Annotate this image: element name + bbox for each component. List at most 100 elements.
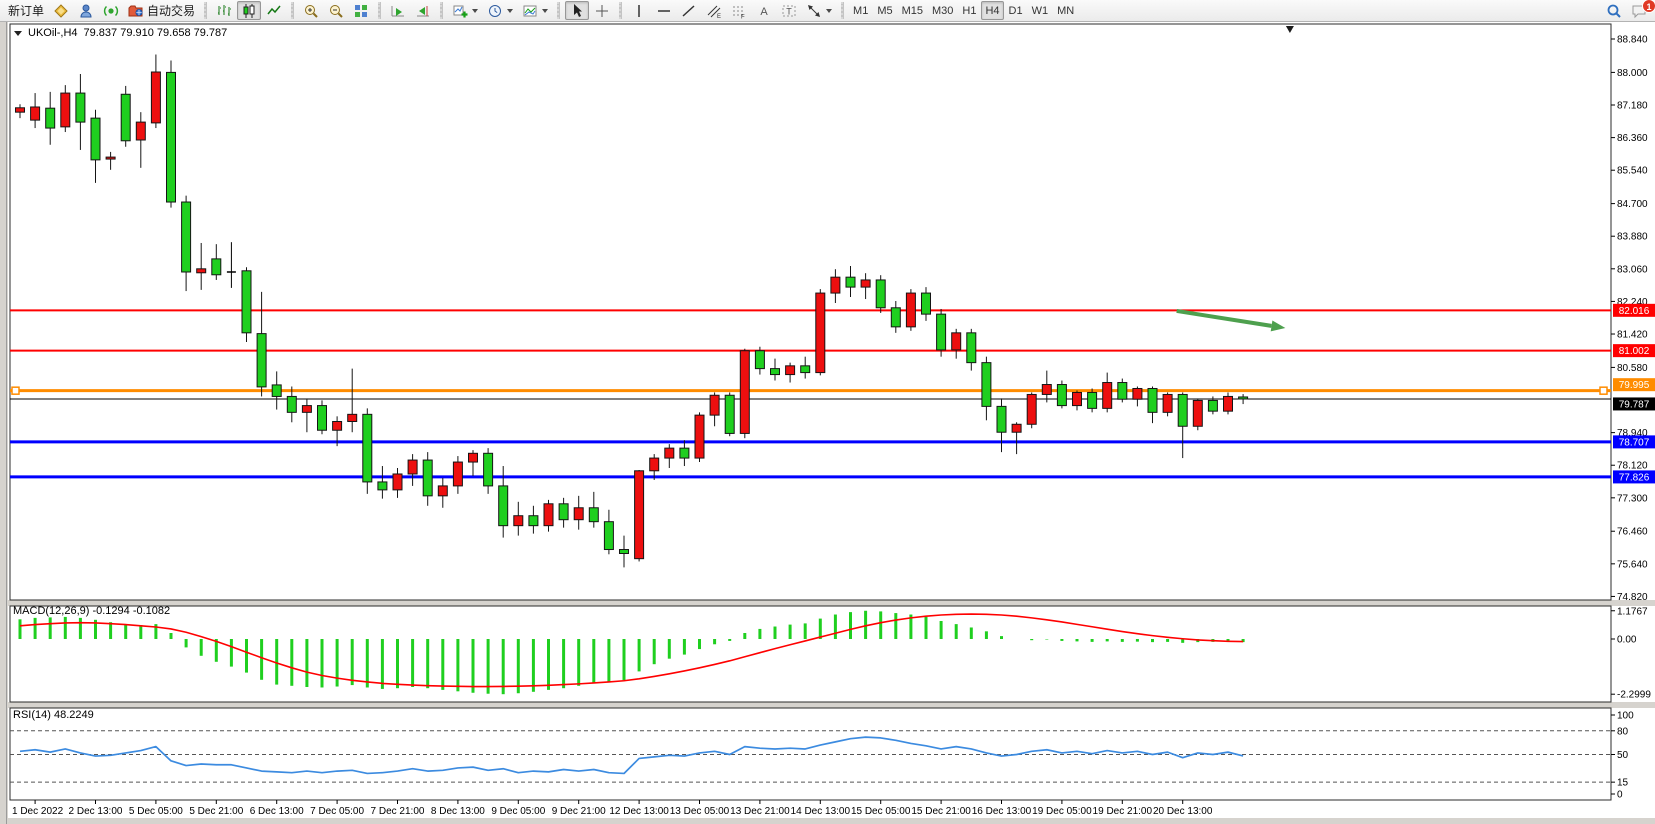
new-order-button[interactable]: 新订单 — [4, 1, 48, 20]
tf-h1-button[interactable]: H1 — [958, 1, 980, 20]
market-watch-button[interactable] — [49, 1, 73, 20]
notification-badge: 1 — [1642, 0, 1655, 13]
tf-h1-label: H1 — [962, 4, 977, 17]
chart-shift-icon — [415, 3, 431, 19]
bar-chart-mode-button[interactable] — [212, 1, 236, 20]
terminal-button[interactable] — [74, 1, 98, 20]
svg-text:T: T — [786, 6, 792, 16]
add-indicator-icon — [452, 3, 468, 19]
toolbar-separator — [440, 2, 444, 19]
toolbar: 新订单 自动交易 E F A T M1 M5 M15 M30 H1 H4 D1 W1 MN 1 — [0, 0, 1655, 22]
toolbar-separator — [619, 2, 623, 19]
svg-text:0: 0 — [1617, 790, 1623, 801]
hline-icon — [656, 3, 672, 19]
tile-windows-icon — [353, 3, 369, 19]
svg-text:1 Dec 2022: 1 Dec 2022 — [12, 806, 64, 817]
caret-down-icon — [542, 8, 549, 13]
auto-trading-label: 自动交易 — [147, 4, 196, 18]
line-chart-mode-button[interactable] — [262, 1, 286, 20]
window-left-border — [6, 22, 7, 824]
tf-w1-button[interactable]: W1 — [1028, 1, 1053, 20]
signals-button[interactable] — [99, 1, 123, 20]
svg-text:20 Dec 13:00: 20 Dec 13:00 — [1153, 806, 1213, 817]
svg-text:82.016: 82.016 — [1619, 306, 1650, 317]
horizontal-line-objects[interactable]: 82.016 81.002 79.995 79.787 78.707 77.826 — [10, 303, 1655, 484]
rsi-indicator: 100 80 50 150 — [10, 711, 1634, 801]
svg-text:85.540: 85.540 — [1617, 166, 1648, 177]
svg-text:6 Dec 13:00: 6 Dec 13:00 — [250, 806, 304, 817]
trendline-tool-button[interactable] — [677, 1, 701, 20]
tile-windows-button[interactable] — [349, 1, 373, 20]
toolbar-separator — [291, 2, 295, 19]
svg-text:13 Dec 05:00: 13 Dec 05:00 — [670, 806, 730, 817]
zoom-out-icon — [328, 3, 344, 19]
svg-text:1.1767: 1.1767 — [1617, 606, 1648, 617]
chart-shift-button[interactable] — [411, 1, 435, 20]
macd-indicator: 1.1767 0.00 -2.2999 — [18, 606, 1651, 701]
tf-h4-button[interactable]: H4 — [981, 1, 1004, 20]
search-button[interactable] — [1602, 1, 1626, 20]
bar-chart-icon — [216, 3, 232, 19]
periods-button[interactable] — [483, 1, 517, 20]
svg-text:15 Dec 05:00: 15 Dec 05:00 — [851, 806, 911, 817]
price-label-box — [1613, 470, 1655, 484]
templates-button[interactable] — [518, 1, 552, 20]
svg-text:16 Dec 13:00: 16 Dec 13:00 — [972, 806, 1032, 817]
auto-trading-button[interactable]: 自动交易 — [124, 1, 199, 20]
tf-m15-button[interactable]: M15 — [898, 1, 927, 20]
symbol-dropdown-icon[interactable] — [14, 30, 22, 36]
toolbar-separator — [204, 2, 208, 19]
svg-text:86.360: 86.360 — [1617, 133, 1648, 144]
notifications-button[interactable]: 1 — [1627, 0, 1655, 20]
zoom-out-button[interactable] — [324, 1, 348, 20]
tf-d1-button[interactable]: D1 — [1005, 1, 1027, 20]
hline-handle-right[interactable] — [1599, 386, 1608, 395]
caret-down-icon — [507, 8, 514, 13]
tf-m30-button[interactable]: M30 — [928, 1, 957, 20]
svg-text:75.640: 75.640 — [1617, 559, 1648, 570]
hline-handle-left[interactable] — [11, 386, 20, 395]
channel-tool-button[interactable]: E — [702, 1, 726, 20]
auto-scroll-button[interactable] — [386, 1, 410, 20]
arrows-tool-button[interactable] — [802, 1, 836, 20]
tf-m1-label: M1 — [853, 4, 869, 17]
vertical-line-tool-button[interactable] — [627, 1, 651, 20]
chart-shift-marker[interactable] — [1285, 26, 1294, 33]
tf-d1-label: D1 — [1008, 4, 1023, 17]
svg-text:82.240: 82.240 — [1617, 297, 1648, 308]
zoom-in-button[interactable] — [299, 1, 323, 20]
text-label-tool-button[interactable]: T — [777, 1, 801, 20]
horizontal-line-tool-button[interactable] — [652, 1, 676, 20]
trend-arrow[interactable] — [1176, 308, 1286, 332]
label-T-icon: T — [781, 3, 797, 19]
tf-m15-label: M15 — [901, 4, 923, 17]
svg-text:77.826: 77.826 — [1619, 472, 1650, 483]
tf-mn-button[interactable]: MN — [1053, 1, 1078, 20]
svg-text:78.707: 78.707 — [1619, 437, 1650, 448]
add-indicator-button[interactable] — [448, 1, 482, 20]
svg-text:14 Dec 13:00: 14 Dec 13:00 — [791, 806, 851, 817]
svg-text:2 Dec 13:00: 2 Dec 13:00 — [69, 806, 123, 817]
tf-m1-button[interactable]: M1 — [849, 1, 872, 20]
svg-text:5 Dec 05:00: 5 Dec 05:00 — [129, 806, 183, 817]
price-label-box — [1613, 378, 1655, 392]
svg-text:78.120: 78.120 — [1617, 461, 1648, 472]
svg-text:76.460: 76.460 — [1617, 527, 1648, 538]
crosshair-icon — [594, 3, 610, 19]
main-chart-panel — [9, 23, 1612, 601]
new-order-label: 新订单 — [8, 4, 45, 18]
svg-text:15 Dec 21:00: 15 Dec 21:00 — [911, 806, 971, 817]
svg-text:80: 80 — [1617, 726, 1629, 737]
fibonacci-tool-button[interactable]: F — [727, 1, 751, 20]
svg-text:78.940: 78.940 — [1617, 428, 1648, 439]
candlestick-mode-button[interactable] — [237, 1, 262, 20]
svg-text:88.840: 88.840 — [1617, 35, 1648, 46]
crosshair-tool-button[interactable] — [590, 1, 614, 20]
cursor-tool-button[interactable] — [565, 1, 590, 20]
svg-text:A: A — [760, 6, 768, 18]
text-tool-button[interactable]: A — [752, 1, 776, 20]
toolbar-separator — [841, 2, 845, 19]
tf-m5-button[interactable]: M5 — [873, 1, 896, 20]
svg-text:100: 100 — [1617, 711, 1634, 722]
line-chart-icon — [266, 3, 282, 19]
